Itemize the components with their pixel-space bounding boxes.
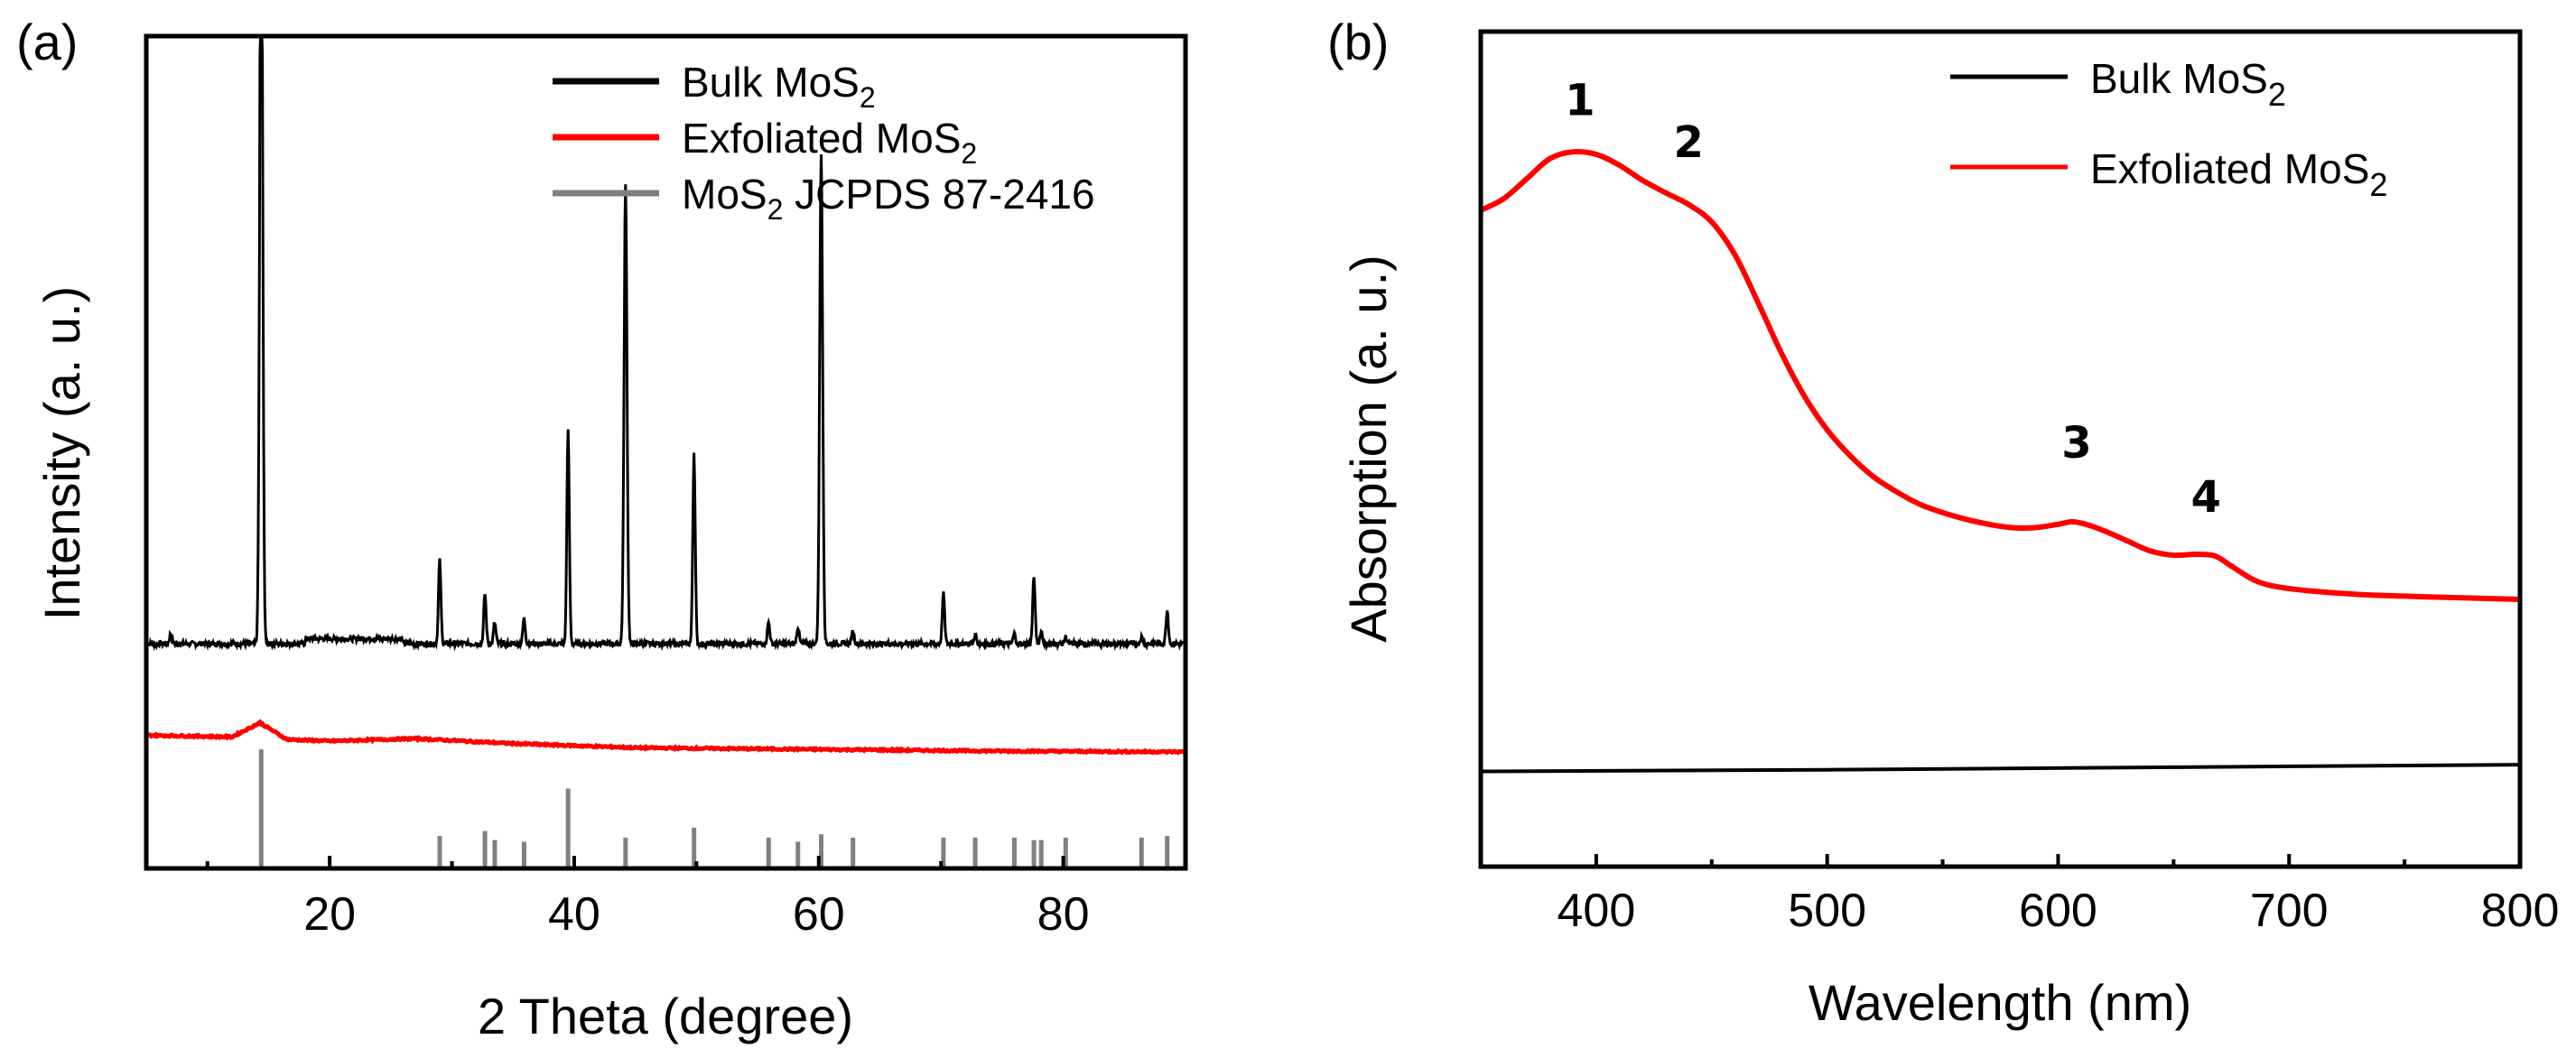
panel-a-x-axis-title: 2 Theta (degree) [478, 988, 853, 1044]
x-tick-label: 60 [793, 888, 845, 941]
x-tick-label: 700 [2250, 885, 2329, 937]
series-line-bulk-mos2 [145, 34, 1186, 652]
x-tick-label: 80 [1037, 888, 1090, 941]
panel-a-plot-area [144, 34, 1186, 868]
panel-a-x-ticks: 20 40 60 80 [205, 856, 1187, 941]
panel-b-y-axis-title: Absorption (a. u.) [1340, 255, 1397, 643]
x-tick-label: 20 [303, 888, 356, 941]
peak-annotation: 3 [2061, 418, 2091, 469]
x-tick-label: 40 [548, 888, 600, 941]
legend-label: Bulk MoS2 [682, 59, 876, 114]
panel-a-label: (a) [16, 14, 78, 70]
series-line-bulk-mos2 [1480, 763, 2521, 774]
panel-b-x-axis-title: Wavelength (nm) [1809, 974, 2191, 1031]
series-line-exfoliated-mos2 [1479, 148, 2521, 602]
peak-annotation: 4 [2190, 472, 2220, 523]
panel-b-label: (b) [1327, 14, 1389, 70]
panel-a-y-axis-title: Intensity (a. u.) [33, 286, 90, 620]
panel-a-axes-frame [144, 33, 1188, 871]
x-tick-label: 800 [2481, 885, 2560, 937]
x-tick-label: 600 [2019, 885, 2097, 937]
peak-annotation: 2 [1673, 117, 1703, 168]
panel-b-axes-frame [1478, 29, 2523, 869]
panel-b-x-ticks: 400 500 600 700 800 [1479, 854, 2560, 937]
legend-label: MoS2 JCPDS 87-2416 [682, 171, 1095, 226]
peak-annotation: 1 [1565, 76, 1595, 126]
x-tick-label: 400 [1558, 885, 1636, 937]
legend-label: Bulk MoS2 [2090, 55, 2286, 113]
panel-b-plot-area [1479, 148, 2521, 774]
legend-label: Exfoliated MoS2 [682, 115, 977, 170]
series-line-exfoliated-mos2 [144, 719, 1186, 756]
x-tick-label: 500 [1788, 885, 1866, 937]
panel-b-legend: Bulk MoS2 Exfoliated MoS2 [1950, 55, 2387, 203]
panel-a-xrd-chart: (a) 20 40 60 80 2 Theta (degree) Intensity … [16, 14, 1188, 1044]
panel-b-absorption-chart: (b) 400 500 600 700 800 Wavelength (nm) Abso… [1327, 14, 2559, 1031]
panel-b-peak-annotations: 1 2 3 4 [1565, 76, 2221, 523]
legend-label: Exfoliated MoS2 [2090, 145, 2387, 203]
